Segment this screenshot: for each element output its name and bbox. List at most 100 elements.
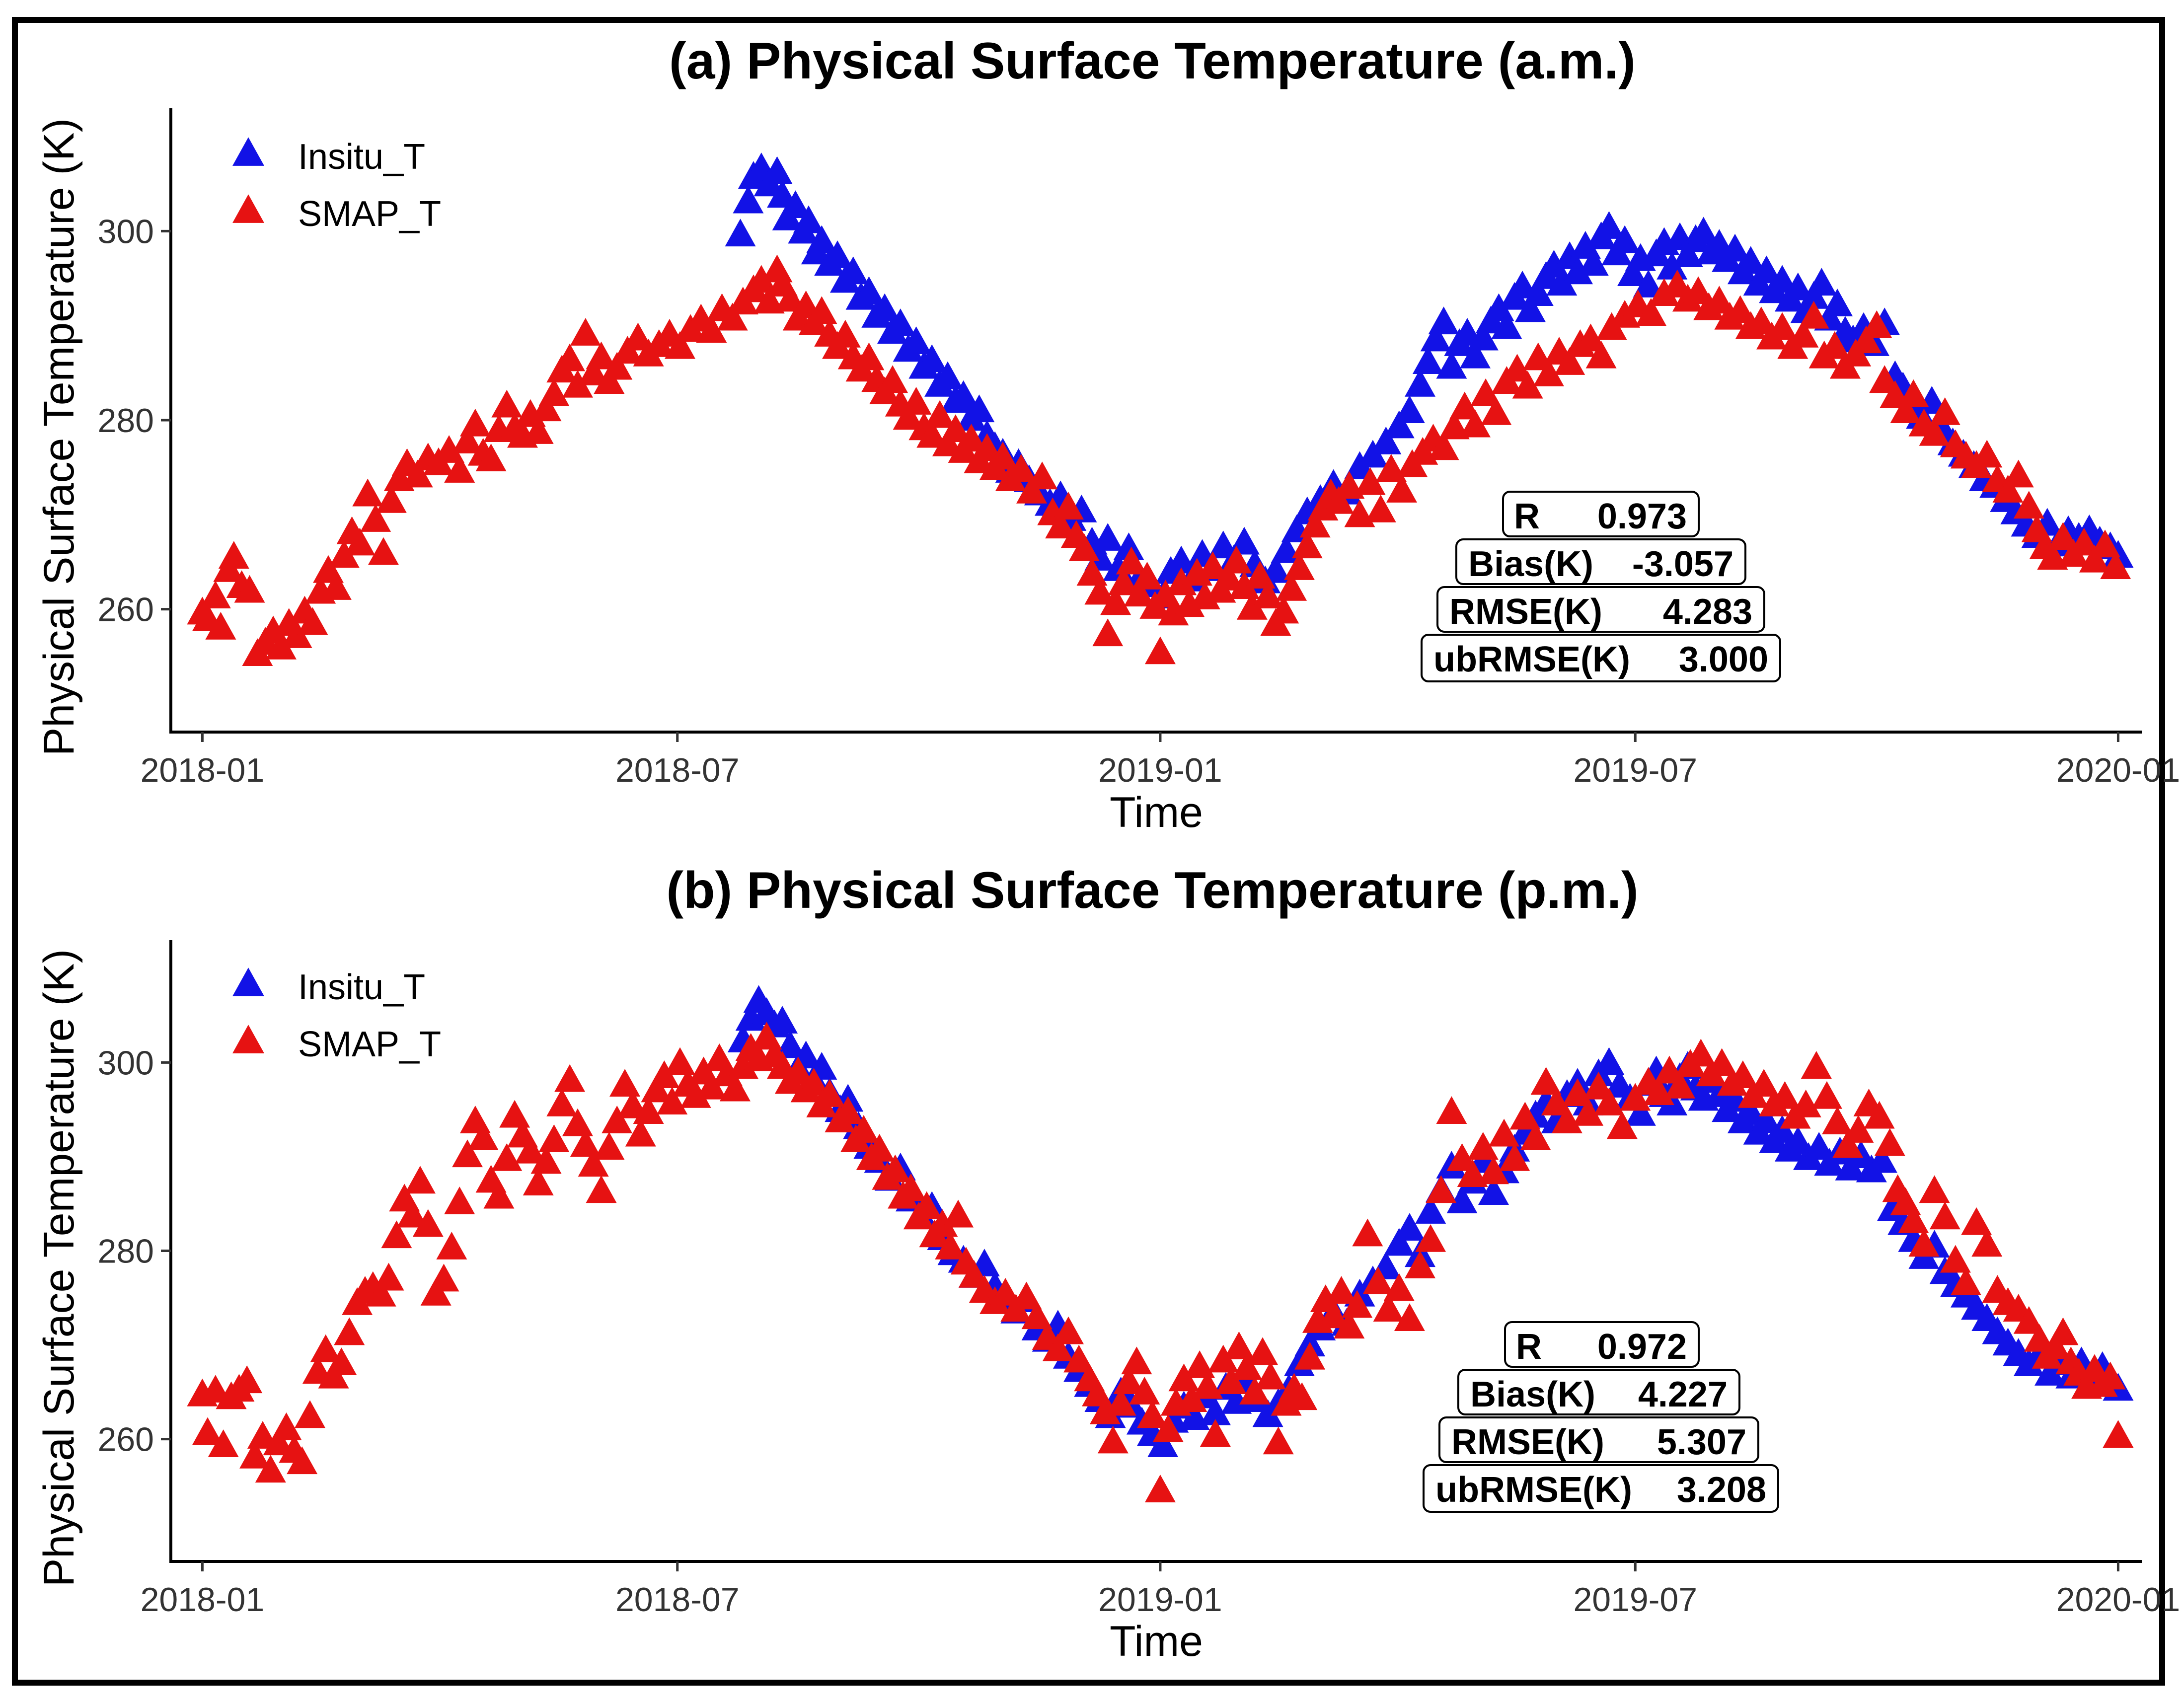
point-smap-t — [746, 265, 777, 293]
x-tick-label: 2019-07 — [1573, 1581, 1697, 1619]
point-smap-t — [1573, 1098, 1604, 1126]
point-smap-t — [1365, 494, 1396, 522]
point-smap-t — [578, 1149, 609, 1177]
point-smap-t — [231, 1365, 263, 1394]
point-smap-t — [2095, 1361, 2126, 1390]
point-smap-t — [622, 322, 654, 351]
point-smap-t — [753, 286, 785, 314]
point-smap-t — [265, 631, 297, 660]
point-smap-t — [1929, 397, 1960, 425]
point-smap-t — [1811, 1081, 1842, 1109]
point-smap-t — [287, 1446, 318, 1475]
point-smap-t — [295, 1400, 326, 1428]
point-smap-t — [1236, 592, 1268, 620]
point-smap-t — [1992, 475, 2024, 503]
point-insitu-t — [780, 190, 811, 219]
point-smap-t — [1919, 418, 1950, 446]
point-smap-t — [1362, 1266, 1394, 1295]
legend-label-insitu-b: Insitu_T — [298, 967, 425, 1007]
point-smap-t — [1822, 1107, 1853, 1134]
point-insitu-t — [761, 156, 793, 184]
point-insitu-t — [1436, 351, 1467, 379]
point-smap-t — [1294, 1341, 1326, 1370]
point-smap-t — [2013, 491, 2044, 519]
point-smap-t — [320, 572, 352, 600]
point-insitu-t — [1633, 270, 1664, 297]
point-smap-t — [562, 370, 593, 398]
point-smap-t — [1174, 589, 1205, 617]
point-smap-t — [1551, 1106, 1582, 1133]
point-insitu-t — [1735, 246, 1766, 274]
point-smap-t — [1438, 411, 1470, 440]
point-smap-t — [1131, 562, 1163, 590]
x-tick-label: 2018-01 — [141, 1581, 265, 1619]
stat-box-rmse-a — [1436, 586, 1765, 633]
stat-value-bias-b: 4.227 — [1638, 1375, 1728, 1414]
point-smap-t — [586, 1175, 617, 1203]
point-smap-t — [1386, 475, 1418, 503]
point-smap-t — [263, 1427, 294, 1456]
stat-label-ubrmse-b: ubRMSE(K) — [1435, 1470, 1632, 1510]
point-smap-t — [1961, 1207, 1992, 1235]
point-smap-t — [200, 581, 231, 608]
point-smap-t — [436, 1232, 467, 1259]
point-smap-t — [1478, 1156, 1509, 1185]
point-smap-t — [1790, 1089, 1821, 1117]
point-insitu-t — [1394, 1213, 1425, 1241]
y-tick-label: 280 — [98, 1233, 154, 1270]
point-smap-t — [990, 1277, 1021, 1306]
point-smap-t — [1950, 1267, 1981, 1295]
point-smap-t — [239, 1440, 271, 1469]
point-smap-t — [1215, 1366, 1247, 1394]
point-smap-t — [2103, 1420, 2134, 1448]
point-smap-t — [1851, 325, 1882, 354]
point-insitu-t — [916, 344, 948, 372]
point-smap-t — [1168, 1363, 1200, 1392]
point-smap-t — [360, 504, 391, 532]
stat-label-ubrmse-a: ubRMSE(K) — [1433, 640, 1630, 679]
stat-label-r-b: R — [1516, 1327, 1542, 1367]
point-smap-t — [1725, 295, 1756, 323]
point-smap-t — [1144, 636, 1176, 665]
figure-frame — [12, 17, 2165, 1686]
stat-box-ubrmse-a — [1421, 634, 1781, 682]
stat-label-bias-b: Bias(K) — [1470, 1375, 1595, 1414]
point-smap-t — [956, 424, 987, 452]
point-smap-t — [1068, 533, 1100, 561]
point-smap-t — [1748, 1069, 1780, 1097]
point-smap-t — [1583, 1071, 1614, 1100]
point-smap-t — [205, 611, 236, 640]
point-smap-t — [1801, 1051, 1832, 1079]
point-smap-t — [1252, 581, 1283, 608]
x-tick-label: 2018-07 — [615, 1581, 740, 1619]
point-insitu-t — [1593, 1047, 1625, 1075]
point-insitu-t — [964, 394, 995, 423]
point-smap-t — [1229, 571, 1260, 599]
point-smap-t — [1113, 1366, 1144, 1394]
point-smap-t — [523, 1168, 554, 1196]
point-smap-t — [1428, 432, 1459, 460]
stat-box-bias-a — [1455, 538, 1746, 585]
point-smap-t — [1554, 347, 1585, 375]
point-smap-t — [1158, 597, 1189, 626]
point-insitu-t — [1420, 323, 1451, 352]
point-smap-t — [381, 1220, 412, 1249]
stat-box-r-b — [1504, 1321, 1700, 1368]
point-smap-t — [1470, 378, 1502, 406]
point-insitu-t — [1782, 272, 1813, 300]
point-smap-t — [515, 1135, 546, 1164]
point-smap-t — [368, 537, 399, 565]
stat-value-rmse-a: 4.283 — [1663, 592, 1752, 632]
point-smap-t — [1221, 545, 1252, 574]
point-smap-t — [1530, 1067, 1562, 1095]
point-insitu-t — [1412, 346, 1443, 374]
point-insitu-t — [1782, 1126, 1813, 1154]
point-smap-t — [1213, 563, 1244, 591]
point-smap-t — [1940, 1245, 1971, 1273]
point-smap-t — [578, 358, 609, 385]
point-smap-t — [1405, 1251, 1436, 1278]
point-smap-t — [1166, 567, 1197, 595]
point-smap-t — [853, 342, 885, 370]
point-smap-t — [1649, 278, 1680, 306]
point-smap-t — [452, 1139, 483, 1168]
